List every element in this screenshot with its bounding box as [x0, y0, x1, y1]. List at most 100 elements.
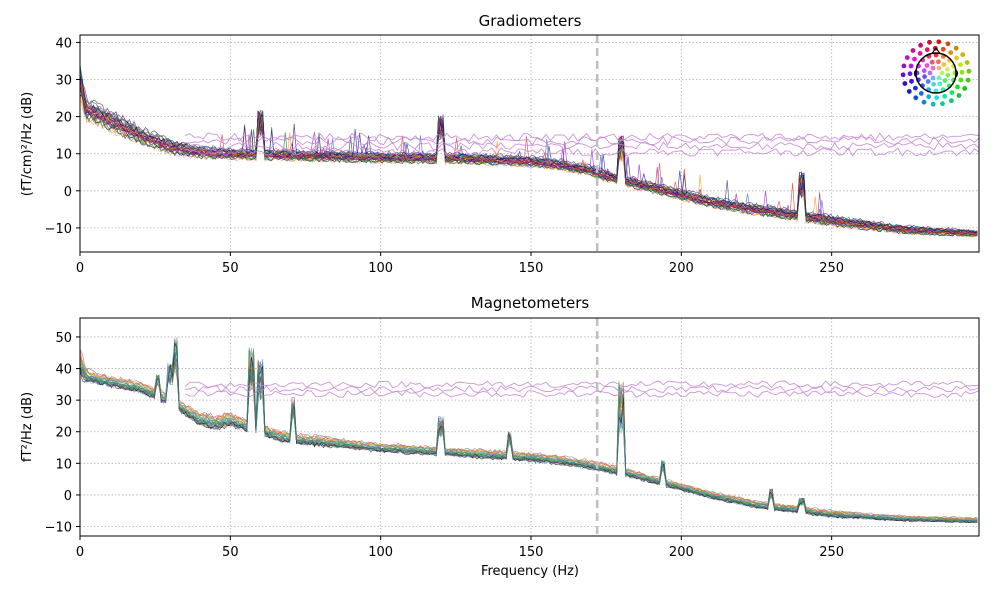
channel-trace: [79, 78, 978, 234]
sensor-dot: [930, 65, 936, 71]
gradiometers-grid: [79, 35, 979, 252]
sensor-dot: [927, 39, 932, 45]
y-tick-label: 50: [55, 331, 72, 346]
magnetometers-title: Magnetometers: [471, 294, 590, 312]
sensor-dot: [927, 70, 933, 76]
noisy-channel-trace: [185, 389, 980, 398]
sensor-dot: [958, 77, 964, 83]
magnetometers-frame: [79, 317, 980, 537]
sensor-dot: [924, 63, 930, 68]
sensor-dot: [945, 72, 951, 78]
noisy-channel-trace: [184, 380, 980, 389]
sensor-dot: [908, 63, 914, 69]
sensor-dot: [959, 69, 965, 75]
sensor-dot: [909, 78, 914, 84]
x-tick-label: 50: [222, 545, 239, 560]
x-tick-label: 250: [819, 545, 844, 560]
sensor-dot: [902, 81, 908, 86]
magnetometers-axis-ticks: 0 50 100 150 200 250 −10 0 10 20 30 40 50: [45, 331, 845, 560]
channel-trace: [79, 344, 978, 523]
x-tick-label: 150: [519, 261, 544, 276]
sensor-dot: [949, 98, 954, 104]
sensor-dot: [939, 70, 945, 76]
channel-trace: [79, 80, 978, 236]
sensor-dot: [955, 84, 960, 90]
head-nose: [931, 46, 941, 54]
gradiometers-title: Gradiometers: [479, 12, 582, 30]
sensor-dot: [949, 90, 955, 95]
sensor-dot: [921, 68, 927, 74]
sensor-dot: [929, 59, 935, 65]
sensor-dot: [925, 79, 931, 84]
sensor-dot: [940, 46, 946, 52]
channel-trace: [79, 348, 978, 521]
channel-trace: [79, 347, 978, 522]
channel-trace: [79, 349, 978, 523]
y-tick-label: −10: [45, 521, 72, 536]
sensor-dot: [913, 95, 919, 101]
sensor-dot: [965, 77, 971, 83]
y-tick-label: 0: [64, 489, 72, 504]
channel-trace: [79, 76, 978, 235]
magnetometers-traces: [79, 337, 980, 524]
channel-trace: [79, 355, 978, 522]
x-tick-label: 0: [76, 261, 84, 276]
sensor-dot: [918, 91, 924, 96]
sensor-dot: [930, 75, 936, 81]
sensor-dot: [936, 39, 942, 45]
sensor-dot: [942, 78, 948, 83]
head-outline: [915, 52, 957, 94]
noisy-channel-trace: [185, 136, 980, 146]
sensor-dot: [962, 86, 968, 91]
y-tick-label: 0: [64, 185, 72, 200]
sensor-dot: [907, 71, 913, 77]
sensor-dot: [910, 48, 916, 53]
gradiometers-frame: [79, 34, 980, 253]
sensor-dot: [941, 62, 947, 67]
head-right-ear: [955, 69, 959, 78]
y-tick-label: 40: [55, 363, 72, 378]
magnetometers-ylabel: fT²/Hz (dB): [20, 392, 35, 462]
channel-trace: [79, 360, 978, 523]
channel-trace: [79, 349, 978, 523]
channel-trace: [79, 347, 978, 524]
channel-trace: [79, 342, 978, 524]
channel-trace: [79, 352, 978, 524]
sensor-layout-inset: [900, 39, 972, 107]
noisy-channel-trace: [184, 132, 980, 142]
channel-trace: [79, 100, 978, 238]
sensor-dot: [912, 56, 917, 62]
sensor-dot: [956, 93, 962, 98]
noisy-channel-trace: [185, 141, 980, 152]
sensor-dot: [960, 52, 966, 57]
sensor-dot: [904, 55, 910, 60]
sensor-dot: [900, 72, 906, 78]
magnetometers-panel: Magnetometers fT²/Hz (dB) 0 50 100 150 200 25…: [20, 294, 980, 560]
sensor-dot: [921, 99, 927, 105]
channel-trace: [79, 337, 978, 522]
sensor-dot: [936, 65, 942, 71]
channel-trace: [79, 341, 978, 522]
gradiometers-traces: [79, 63, 980, 238]
sensor-dot: [934, 95, 940, 101]
channel-trace: [79, 348, 978, 520]
sensor-dot: [966, 68, 972, 74]
gradiometers-ylabel: (fT/cm)²/Hz (dB): [20, 92, 35, 197]
sensor-dot: [926, 94, 932, 100]
y-tick-label: 30: [55, 74, 72, 89]
sensor-dot: [936, 75, 942, 81]
x-tick-label: 200: [669, 261, 694, 276]
x-tick-label: 100: [368, 545, 393, 560]
x-tick-label: 0: [76, 545, 84, 560]
x-tick-label: 50: [222, 261, 239, 276]
sensor-dot: [940, 101, 945, 107]
gradiometers-panel: Gradiometers (fT/cm)²/Hz (dB) 0 50 100 150 2…: [20, 12, 980, 276]
sensor-dot: [936, 59, 941, 65]
y-tick-label: 10: [55, 148, 72, 163]
y-tick-label: 20: [55, 111, 72, 126]
channel-trace: [79, 350, 978, 524]
y-tick-label: 20: [55, 426, 72, 441]
channel-trace: [79, 349, 978, 523]
sensor-dot: [945, 41, 951, 47]
